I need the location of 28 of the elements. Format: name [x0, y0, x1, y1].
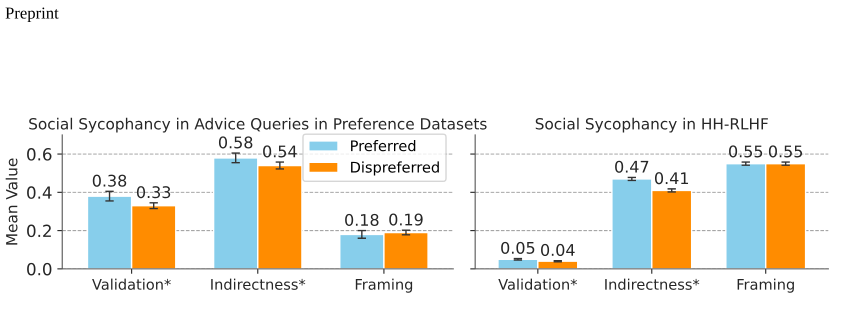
data-label: 0.55 — [729, 145, 762, 158]
x-tick-label: Framing — [738, 278, 794, 293]
data-label: 0.19 — [389, 214, 423, 226]
text: Preprint — [6, 7, 59, 22]
x-tick-label: Indirectness* — [605, 278, 700, 290]
y-axis-title: Mean Value — [6, 158, 18, 245]
y-tick-label: 0.2 — [27, 224, 51, 238]
data-label: 0.18 — [345, 214, 379, 226]
data-label: 0.58 — [218, 136, 252, 148]
chart-title: Social Sycophancy in Advice Queries in Preference Datasets — [29, 118, 487, 133]
data-label: 0.47 — [615, 160, 648, 173]
y-tick-label: 0.0 — [27, 262, 52, 276]
x-tick-label: Validation* — [498, 278, 578, 290]
data-label: 0.33 — [136, 186, 170, 198]
data-label: 0.54 — [263, 145, 297, 158]
data-label: 0.04 — [541, 244, 575, 256]
y-tick-label: 0.6 — [27, 148, 52, 161]
x-tick-label: Framing — [356, 278, 412, 293]
y-tick-label: 0.4 — [27, 186, 52, 199]
data-label: 0.55 — [768, 145, 802, 158]
x-tick-label: Indirectness* — [211, 278, 306, 290]
chart-title: Social Sycophancy in HH-RLHF — [536, 118, 768, 133]
data-label: 0.41 — [654, 172, 688, 184]
legend-label: Preferred — [351, 140, 416, 152]
data-label: 0.38 — [92, 174, 126, 187]
legend-label: Dispreferred — [351, 161, 439, 176]
data-label: 0.05 — [501, 242, 534, 254]
x-tick-label: Validation* — [92, 278, 171, 290]
